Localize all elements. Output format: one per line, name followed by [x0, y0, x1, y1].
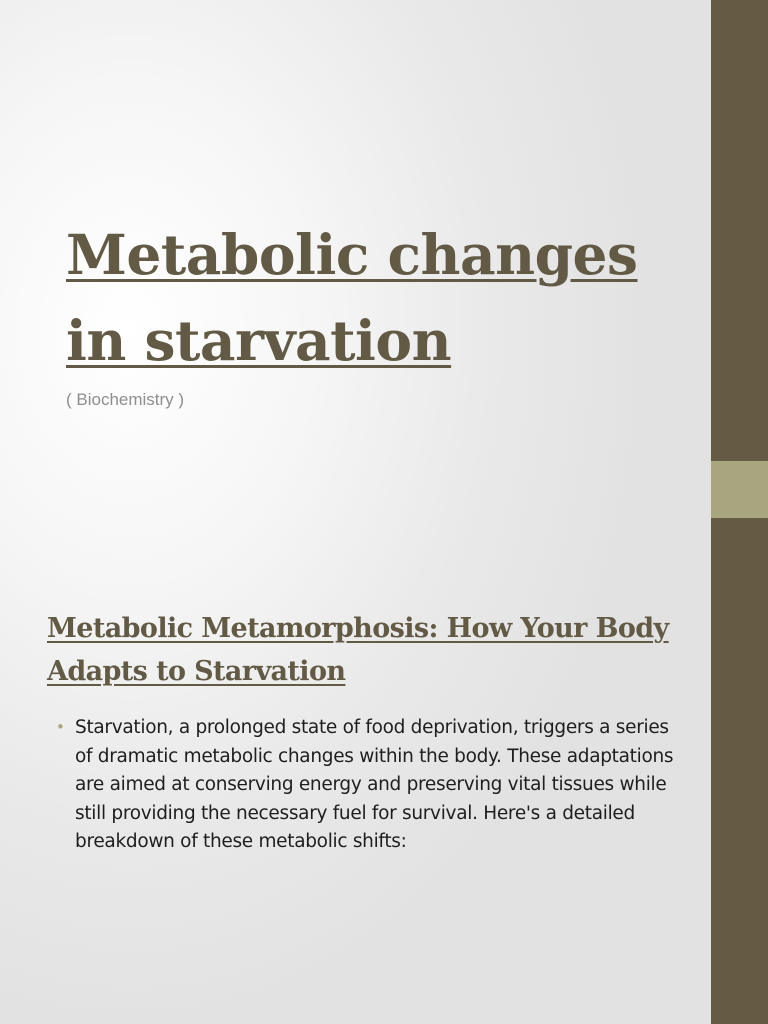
- slide-subtitle: ( Biochemistry ): [66, 390, 185, 409]
- section-heading: Metabolic Metamorphosis: How Your Body A…: [47, 613, 669, 687]
- bullet-item: • Starvation, a prolonged state of food …: [56, 714, 676, 857]
- side-accent-block: [711, 461, 768, 518]
- bullet-text: Starvation, a prolonged state of food de…: [75, 717, 674, 852]
- slide-title: Metabolic changes in starvation: [66, 222, 638, 373]
- bullet-list: • Starvation, a prolonged state of food …: [56, 714, 676, 857]
- bullet-dot-icon: •: [56, 718, 65, 736]
